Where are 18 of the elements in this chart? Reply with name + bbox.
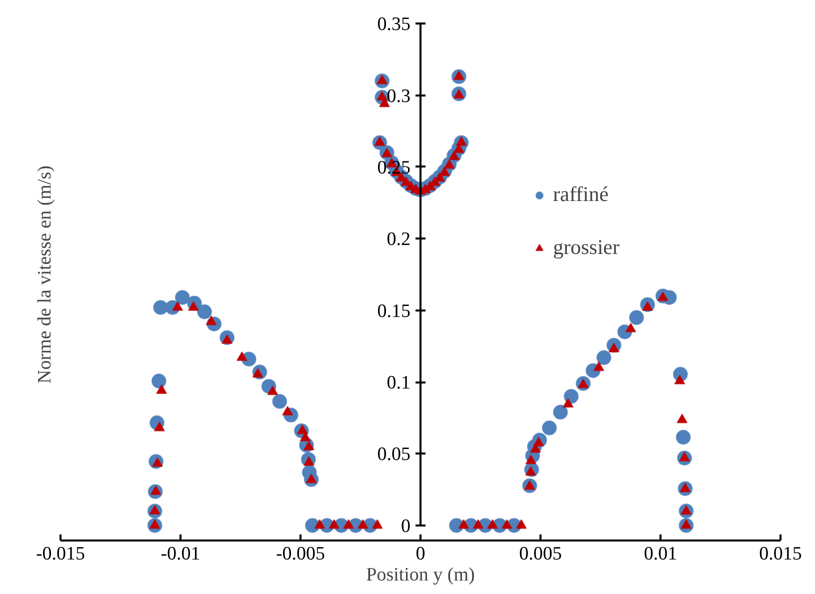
x-tick-label: -0.015 [36, 544, 86, 564]
y-tick-label: 0.05 [377, 444, 410, 466]
x-tick-label: 0.015 [759, 544, 802, 564]
y-tick-label: 0.35 [377, 14, 410, 36]
x-axis-title: Position y (m) [366, 564, 475, 586]
y-axis-title: Norme de la vitesse en (m/s) [34, 166, 56, 384]
y-tick-label: 0.2 [386, 229, 410, 250]
y-tick-label: 0 [401, 516, 410, 537]
x-tick-label: 0 [416, 544, 426, 564]
legend-label: grossier [553, 235, 620, 260]
x-tick-label: 0.01 [644, 544, 678, 564]
y-tick-label: 0.1 [386, 372, 410, 394]
y-tick-label: 0.3 [386, 86, 410, 107]
x-tick-label: 0.005 [519, 544, 562, 564]
y-tick-label: 0.15 [377, 300, 410, 322]
x-tick-label: -0.005 [276, 544, 326, 564]
x-tick-label: -0.01 [160, 544, 200, 564]
legend-label: raffiné [553, 182, 609, 207]
